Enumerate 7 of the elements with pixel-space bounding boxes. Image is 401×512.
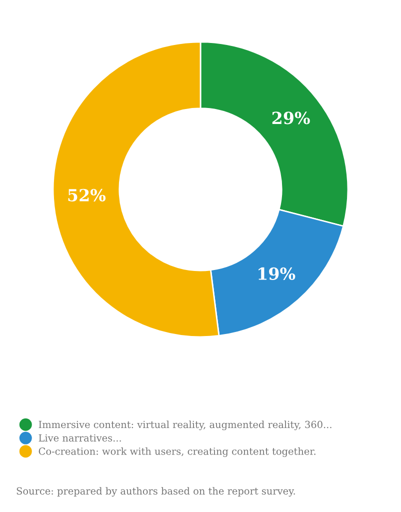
- legend-label: Immersive content: virtual reality, augmented reality, 360...: [38, 420, 332, 430]
- data-label: 29%: [272, 112, 310, 124]
- data-label: 52%: [68, 188, 106, 202]
- source-note: Source: prepared by authors based on the report survey.: [16, 487, 295, 497]
- legend-label: Live narratives...: [38, 434, 121, 442]
- data-label: 19%: [258, 267, 296, 280]
- legend-label: Co-creation: work with users, creating content together.: [38, 447, 316, 457]
